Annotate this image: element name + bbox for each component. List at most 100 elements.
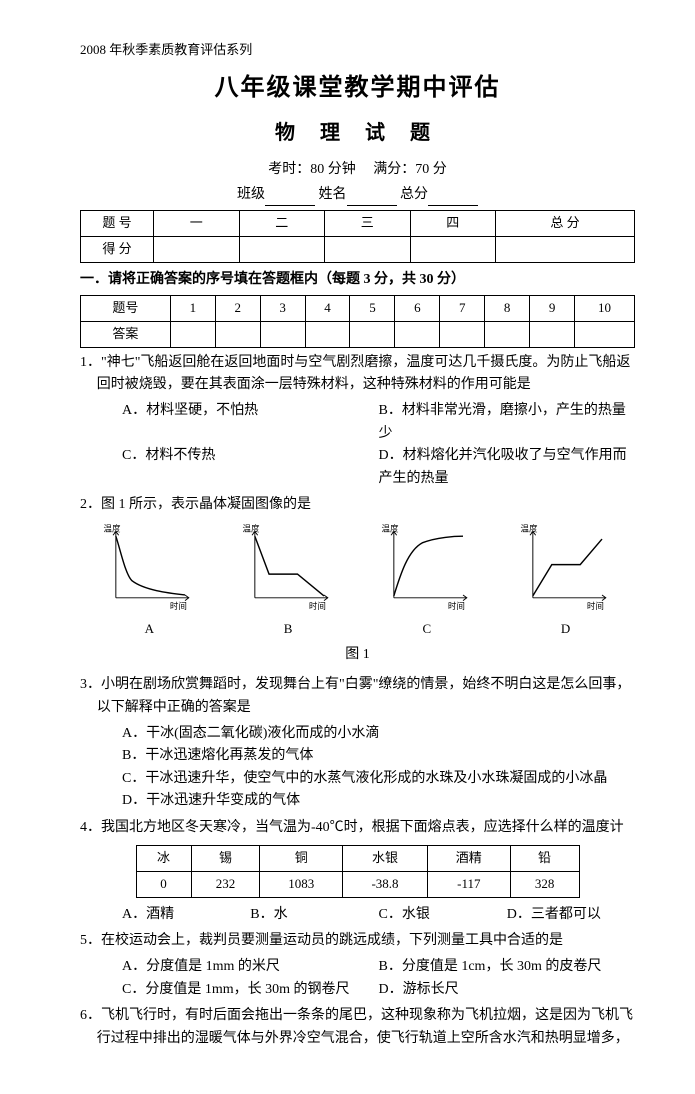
option: C．材料不传热: [122, 445, 379, 490]
option: B．干冰迅速熔化再蒸发的气体: [122, 745, 635, 767]
option: B．材料非常光滑，磨擦小，产生的热量少: [379, 400, 636, 445]
series-header: 2008 年秋季素质教育评估系列: [80, 40, 635, 61]
cell: -117: [427, 871, 510, 897]
cell: [325, 236, 411, 262]
cell: [154, 236, 240, 262]
table-row: 题号 1 2 3 4 5 6 7 8 9 10: [81, 295, 635, 321]
cell: 题 号: [81, 210, 154, 236]
y-label: 温度: [243, 524, 261, 534]
cell: 铅: [510, 846, 579, 872]
question-1-options: A．材料坚硬，不怕热 B．材料非常光滑，磨擦小，产生的热量少 C．材料不传热 D…: [80, 400, 635, 490]
cell: 酒精: [427, 846, 510, 872]
section-1-title: 一．请将正确答案的序号填在答题框内（每题 3 分，共 30 分）: [80, 269, 635, 291]
cell: [496, 236, 635, 262]
cell: 7: [440, 295, 485, 321]
y-label: 温度: [381, 524, 399, 534]
x-label: 时间: [448, 601, 465, 611]
table-row: 答案: [81, 321, 635, 347]
cell: [260, 321, 305, 347]
chart-a: 温度 时间 A: [99, 522, 199, 640]
cell: -38.8: [343, 871, 428, 897]
y-label: 温度: [104, 524, 122, 534]
question-2: 2．图 1 所示，表示晶体凝固图像的是: [80, 494, 635, 516]
chart-label: C: [377, 619, 477, 640]
chart-d: 温度 时间 D: [516, 522, 616, 640]
cell: 232: [191, 871, 260, 897]
cell: [350, 321, 395, 347]
cell: 328: [510, 871, 579, 897]
y-label: 温度: [520, 524, 538, 534]
subject-title: 物 理 试 题: [80, 117, 635, 149]
cell: 9: [530, 295, 575, 321]
cell: 8: [485, 295, 530, 321]
cell: 4: [305, 295, 350, 321]
chart-d-svg: 温度 时间: [516, 522, 616, 612]
cell: [170, 321, 215, 347]
table-row: 冰 锡 铜 水银 酒精 铅: [136, 846, 579, 872]
q-num: 1．: [80, 355, 101, 370]
question-4: 4．我国北方地区冬天寒冷，当气温为-40℃时，根据下面熔点表，应选择什么样的温度…: [80, 817, 635, 839]
chart-c-svg: 温度 时间: [377, 522, 477, 612]
name-label: 姓名: [319, 187, 347, 202]
option: B．水: [250, 904, 378, 926]
cell: 2: [215, 295, 260, 321]
table-row: 得 分: [81, 236, 635, 262]
question-1: 1．"神七"飞船返回舱在返回地面时与空气剧烈磨擦，温度可达几千摄氏度。为防止飞船…: [80, 352, 635, 397]
class-blank: [265, 191, 315, 206]
option: D．材料熔化并汽化吸收了与空气作用而产生的热量: [379, 445, 636, 490]
q-text: "神七"飞船返回舱在返回地面时与空气剧烈磨擦，温度可达几千摄氏度。为防止飞船返回…: [97, 355, 631, 392]
q-text: 图 1 所示，表示晶体凝固图像的是: [101, 497, 311, 512]
question-3-options: A．干冰(固态二氧化碳)液化而成的小水滴 B．干冰迅速熔化再蒸发的气体 C．干冰…: [80, 723, 635, 813]
cell: 水银: [343, 846, 428, 872]
cell: 题号: [81, 295, 171, 321]
chart-c: 温度 时间 C: [377, 522, 477, 640]
option: D．三者都可以: [507, 904, 635, 926]
x-label: 时间: [170, 601, 187, 611]
figure-1-caption: 图 1: [80, 644, 635, 666]
option: A．分度值是 1mm 的米尺: [122, 956, 379, 978]
chart-a-svg: 温度 时间: [99, 522, 199, 612]
answer-table: 题号 1 2 3 4 5 6 7 8 9 10 答案: [80, 295, 635, 348]
q-num: 3．: [80, 677, 101, 692]
curve: [255, 536, 324, 596]
q-text: 小明在剧场欣赏舞蹈时，发现舞台上有"白雾"缭绕的情景，始终不明白这是怎么回事，以…: [97, 677, 631, 714]
q-num: 4．: [80, 820, 101, 835]
cell: 三: [325, 210, 411, 236]
chart-label: B: [238, 619, 338, 640]
question-4-options: A．酒精 B．水 C．水银 D．三者都可以: [80, 904, 635, 926]
time-value: 80 分钟: [310, 162, 356, 177]
option: D．游标长尺: [379, 979, 636, 1001]
curve: [116, 536, 185, 595]
q-num: 5．: [80, 933, 101, 948]
cell: 冰: [136, 846, 191, 872]
q-num: 6．: [80, 1008, 101, 1023]
cell: 总 分: [496, 210, 635, 236]
question-5-options: A．分度值是 1mm 的米尺 B．分度值是 1cm，长 30m 的皮卷尺 C．分…: [80, 956, 635, 1001]
full-value: 70 分: [415, 162, 447, 177]
x-label: 时间: [586, 601, 603, 611]
x-label: 时间: [309, 601, 326, 611]
cell: 四: [410, 210, 496, 236]
option: A．酒精: [122, 904, 250, 926]
cell: 6: [395, 295, 440, 321]
chart-b: 温度 时间 B: [238, 522, 338, 640]
question-5: 5．在校运动会上，裁判员要测量运动员的跳远成绩，下列测量工具中合适的是: [80, 930, 635, 952]
cell: [485, 321, 530, 347]
name-blank: [347, 191, 397, 206]
cell: [575, 321, 635, 347]
cell: [440, 321, 485, 347]
cell: 0: [136, 871, 191, 897]
cell: 10: [575, 295, 635, 321]
melting-point-table: 冰 锡 铜 水银 酒精 铅 0 232 1083 -38.8 -117 328: [136, 845, 580, 898]
cell: 锡: [191, 846, 260, 872]
cell: [395, 321, 440, 347]
score-table: 题 号 一 二 三 四 总 分 得 分: [80, 210, 635, 263]
cell: 一: [154, 210, 240, 236]
question-6: 6．飞机飞行时，有时后面会拖出一条条的尾巴，这种现象称为飞机拉烟，这是因为飞机飞…: [80, 1005, 635, 1050]
option: C．干冰迅速升华，使空气中的水蒸气液化形成的水珠及小水珠凝固成的小冰晶: [122, 768, 635, 790]
cell: [239, 236, 325, 262]
figure-1-charts: 温度 时间 A 温度 时间 B 温度 时间: [80, 522, 635, 640]
question-3: 3．小明在剧场欣赏舞蹈时，发现舞台上有"白雾"缭绕的情景，始终不明白这是怎么回事…: [80, 674, 635, 719]
cell: 1: [170, 295, 215, 321]
option: D．干冰迅速升华变成的气体: [122, 790, 635, 812]
